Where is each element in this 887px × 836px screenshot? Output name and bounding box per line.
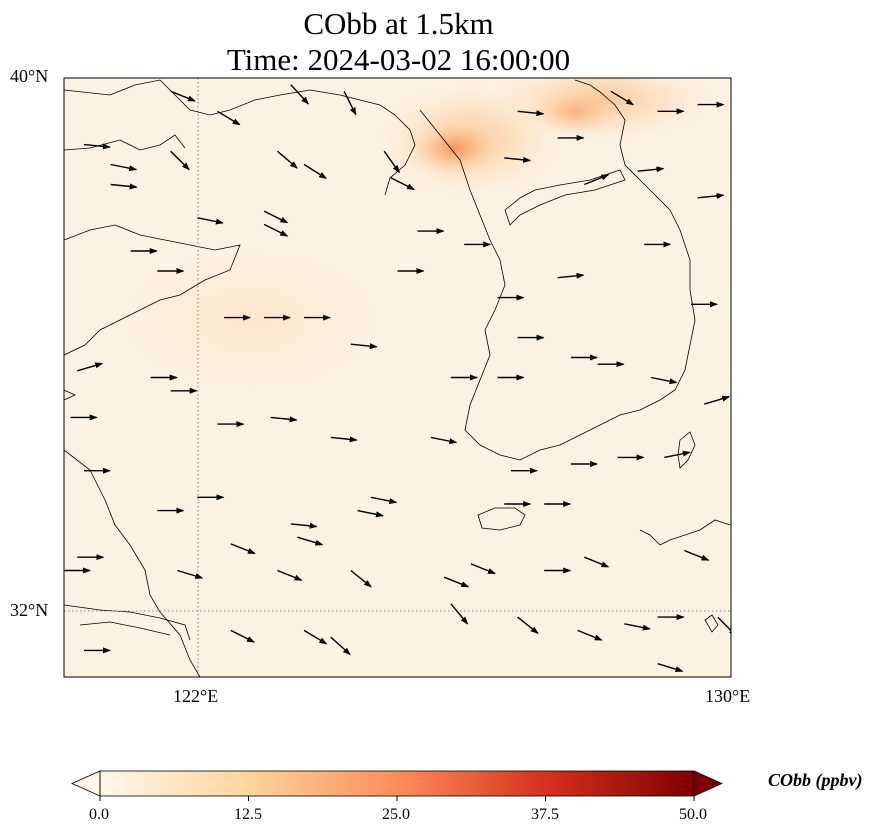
wind-vector-arrow	[557, 272, 585, 279]
wind-vector-arrow	[290, 522, 318, 529]
coastline-korea-north	[504, 169, 626, 226]
wind-vector-arrow	[657, 663, 684, 673]
wind-vector-arrow	[350, 569, 372, 588]
wind-vector-arrow	[650, 376, 678, 385]
wind-vector-arrow	[717, 616, 731, 637]
colorbar-tick-label: 12.5	[234, 806, 262, 823]
wind-vector-arrow	[303, 163, 328, 179]
wind-vector-arrow	[664, 450, 691, 459]
wind-vector-arrow	[517, 616, 539, 634]
colorbar-extend-max	[693, 770, 723, 797]
wind-vector-arrow	[77, 362, 104, 372]
wind-vector-arrow	[350, 343, 378, 350]
wind-vector-arrow	[470, 563, 496, 575]
wind-vector-arrow	[383, 150, 400, 174]
wind-vector-arrow	[704, 395, 731, 405]
wind-vector-arrow	[303, 629, 328, 645]
hotspot	[405, 118, 505, 178]
wind-vector-arrow	[584, 556, 610, 568]
wind-vector-arrow	[584, 174, 610, 186]
wind-vector-arrow	[390, 177, 415, 191]
wind-vector-arrow	[430, 436, 458, 445]
wind-vector-arrow	[697, 192, 725, 199]
wind-vector-arrow	[624, 623, 651, 631]
wind-vector-arrow	[443, 576, 470, 588]
lat-tick-label: 40°N	[10, 66, 49, 86]
wind-vector-arrow	[577, 629, 603, 641]
gridlines	[64, 78, 731, 677]
wind-vector-arrow	[370, 676, 372, 677]
colorbar-tick-label: 50.0	[679, 806, 707, 823]
wind-vector-arrow	[517, 110, 545, 117]
wind-vector-arrow	[230, 629, 255, 643]
coastline-liaodong	[64, 79, 416, 196]
wind-vector-arrow	[610, 90, 635, 106]
plot-title: CObb at 1.5km	[303, 6, 494, 41]
coastlines	[64, 79, 731, 677]
wind-vector-arrow	[230, 543, 256, 555]
wind-vector-arrow	[343, 90, 357, 116]
coastline-china-east	[64, 389, 201, 677]
wind-vector-arrow	[217, 110, 241, 126]
wind-vector-arrow	[290, 84, 309, 105]
wind-vector-arrow	[330, 436, 358, 443]
wind-vector-arrow	[83, 143, 111, 150]
lon-tick-label: 122°E	[173, 686, 219, 706]
wind-vector-arrow	[684, 549, 710, 561]
wind-vector-arrow	[177, 569, 204, 579]
colorbar-bar	[100, 771, 694, 796]
coastline-korea-west	[419, 79, 696, 461]
hotspot	[525, 87, 625, 137]
map-frame	[63, 77, 732, 678]
wind-vector-arrow	[637, 166, 665, 173]
wind-vector-arrow	[110, 163, 138, 172]
wind-vector-arrow	[270, 416, 298, 423]
wind-vector-arrow	[297, 536, 324, 546]
colorbar-label: CObb (ppbv)	[768, 770, 863, 790]
wind-vector-arrow	[263, 223, 289, 237]
wind-vectors	[64, 84, 731, 677]
wind-vector-arrow	[504, 156, 532, 163]
colorbar-tick-label: 0.0	[89, 806, 109, 823]
lon-tick-label: 130°E	[705, 686, 751, 706]
wind-vector-arrow	[277, 569, 303, 581]
jeju-island	[477, 507, 526, 531]
wind-vector-arrow	[330, 636, 351, 656]
plot-subtitle: Time: 2024-03-02 16:00:00	[226, 42, 571, 77]
coastline-shandong	[64, 224, 241, 356]
wind-vector-arrow	[170, 90, 196, 102]
wind-vector-arrow	[450, 603, 469, 625]
yangtze-estuary	[64, 604, 191, 641]
wind-vector-arrow	[197, 217, 224, 225]
colorbar-extend-min	[71, 770, 101, 797]
wind-vector-arrow	[357, 509, 384, 518]
colorbar-tick-label: 25.0	[382, 806, 410, 823]
wind-vector-arrow	[170, 150, 190, 171]
wind-vector-arrow	[276, 150, 298, 169]
wind-vector-arrow	[110, 183, 138, 190]
wind-vector-arrow	[370, 496, 398, 504]
wind-vector-arrow	[210, 676, 214, 677]
colorbar-tick-label: 37.5	[531, 806, 559, 823]
colorbar-ticks	[99, 796, 695, 801]
colorbar	[71, 770, 723, 801]
coastline-bohai	[64, 134, 186, 151]
wind-vector-arrow	[263, 210, 289, 224]
lat-tick-label: 32°N	[10, 600, 49, 620]
